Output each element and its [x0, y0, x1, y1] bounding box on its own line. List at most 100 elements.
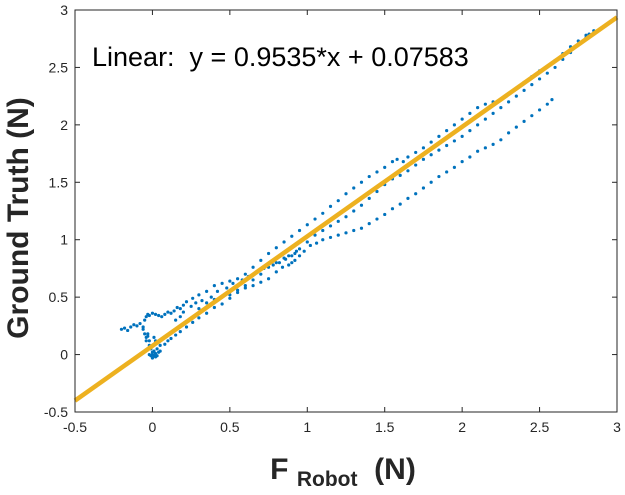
data-point: [220, 281, 224, 285]
data-point: [545, 102, 549, 106]
data-point: [143, 332, 147, 336]
axes: -0.5 0 0.5 1 1.5 2 2.5 3 -0.5 0 0.5 1 1.5 2 2.5 3: [44, 2, 621, 435]
y-tick-label: 3: [60, 2, 68, 18]
data-point: [375, 217, 379, 221]
data-point: [414, 192, 418, 196]
plot-area-border: [74, 9, 618, 413]
y-tick-label: 0: [60, 347, 68, 363]
data-point: [178, 330, 182, 334]
data-point: [251, 278, 255, 282]
data-point: [243, 286, 247, 290]
data-point: [468, 155, 472, 159]
data-point: [476, 123, 480, 127]
data-point: [308, 243, 312, 248]
data-point: [452, 139, 456, 143]
data-point: [437, 134, 441, 138]
data-point: [452, 123, 456, 127]
data-point: [282, 240, 286, 244]
data-point: [293, 258, 297, 262]
data-point: [181, 310, 185, 314]
data-point: [259, 258, 263, 262]
data-point: [236, 290, 240, 295]
data-point: [445, 143, 449, 148]
data-point: [228, 279, 232, 283]
data-point: [321, 228, 325, 233]
data-point: [153, 312, 158, 316]
data-point: [141, 325, 145, 329]
data-point: [530, 83, 534, 87]
data-point: [398, 202, 402, 206]
data-point: [421, 146, 426, 150]
y-axis-title: Ground Truth (N): [2, 97, 35, 339]
data-point: [158, 349, 162, 353]
data-point: [545, 71, 549, 75]
data-point: [514, 94, 518, 98]
data-point: [313, 233, 317, 237]
data-point: [406, 155, 410, 159]
data-point: [460, 134, 464, 138]
data-point: [280, 265, 285, 269]
data-point: [228, 296, 232, 300]
data-point: [383, 212, 387, 217]
data-point: [483, 117, 487, 121]
data-point: [287, 263, 291, 267]
data-point: [174, 318, 178, 322]
data-point: [129, 325, 133, 329]
x-axis-title: F Robot (N): [270, 453, 416, 493]
data-point: [491, 111, 495, 115]
data-point: [359, 203, 364, 207]
data-point: [220, 302, 224, 306]
data-point: [293, 251, 297, 256]
data-point: [359, 226, 364, 230]
data-point: [155, 347, 159, 351]
data-point: [321, 211, 325, 215]
data-point: [236, 277, 240, 281]
data-point: [290, 261, 294, 265]
data-point: [194, 301, 198, 305]
data-point: [184, 325, 189, 329]
data-point: [126, 328, 130, 333]
data-point: [163, 342, 167, 346]
data-point: [476, 149, 480, 153]
data-point: [395, 157, 399, 161]
data-point: [181, 303, 185, 307]
x-tick-label: 0.5: [220, 419, 240, 435]
data-point: [344, 215, 348, 219]
data-point: [205, 289, 209, 293]
x-tick-label: 0: [149, 419, 157, 435]
data-point: [530, 114, 534, 118]
data-point: [243, 272, 247, 276]
data-point: [209, 295, 213, 299]
data-point: [352, 209, 356, 213]
data-point: [277, 261, 282, 265]
x-tick-label: 1.5: [375, 419, 395, 435]
data-point: [460, 160, 464, 164]
data-point: [398, 173, 402, 177]
data-point: [251, 265, 255, 269]
data-point: [367, 222, 371, 226]
data-point: [336, 219, 340, 223]
data-point: [507, 131, 511, 135]
data-point: [537, 108, 542, 112]
fit-line: [73, 15, 619, 403]
fit-equation-annotation: Linear: y = 0.9535*x + 0.07583: [92, 42, 469, 72]
data-point: [178, 315, 182, 319]
x-tick-label: 3: [613, 419, 621, 435]
data-point: [305, 240, 309, 244]
data-point: [175, 305, 179, 310]
data-point: [437, 174, 441, 179]
data-point: [251, 284, 255, 288]
data-point: [290, 254, 294, 258]
data-point: [191, 296, 195, 300]
data-point: [344, 231, 348, 235]
data-point: [259, 280, 263, 284]
data-point: [178, 307, 182, 311]
data-point: [445, 129, 449, 133]
data-point: [297, 254, 302, 258]
data-point: [297, 228, 302, 233]
data-point: [336, 199, 340, 203]
data-point: [141, 327, 145, 331]
data-point: [483, 146, 487, 150]
data-point: [274, 270, 278, 274]
data-point: [476, 106, 480, 110]
